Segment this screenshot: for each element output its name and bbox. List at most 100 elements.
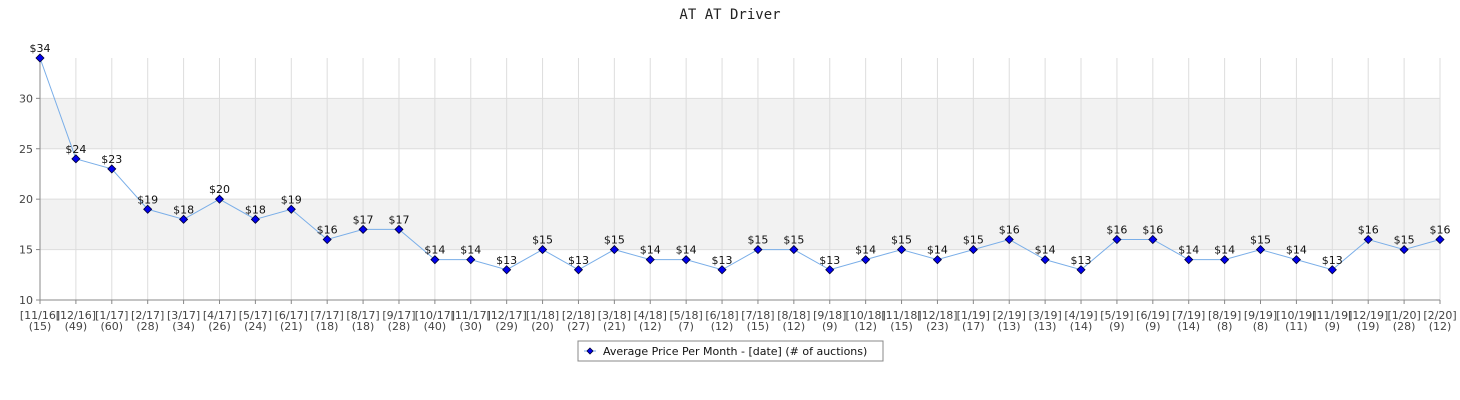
legend: Average Price Per Month - [date] (# of a… [577,340,884,362]
data-label: $15 [1394,234,1415,247]
data-point [645,255,655,265]
x-tick-label-date: [5/17] [239,309,272,322]
data-label: $19 [137,193,158,206]
x-tick-label-count: (27) [567,320,590,333]
data-point [861,255,871,265]
data-point [1076,265,1086,275]
data-label: $15 [783,234,804,247]
plot-grid [39,58,1441,301]
data-point [1327,265,1337,275]
plot-axes [39,54,1440,301]
x-tick-label-date: [11/19] [1312,309,1352,322]
data-label: $16 [1142,224,1163,237]
data-point [322,234,332,245]
data-label: $14 [1214,244,1235,257]
data-point [466,255,476,265]
x-tick-label-date: [11/17] [451,309,491,322]
y-tick-label: 15 [19,244,33,257]
x-tick-label-date: [2/20] [1423,309,1456,322]
x-tick-label-count: (13) [1034,320,1057,333]
x-tick-label-count: (28) [1393,320,1416,333]
x-tick-label-date: [5/19] [1100,309,1133,322]
x-tick-label-date: [5/18] [670,309,703,322]
x-tick-label-date: [3/19] [1028,309,1061,322]
x-tick-label-date: [3/18] [598,309,631,322]
data-label: $14 [640,244,661,257]
x-tick-label-date: [2/17] [131,309,164,322]
series-line [39,57,1441,271]
x-tick-label-date: [3/17] [167,309,200,322]
x-tick-label-date: [11/18] [881,309,921,322]
data-point [71,154,81,164]
x-tick-label-count: (8) [1217,320,1233,333]
data-point [394,224,404,234]
x-tick-label-count: (49) [65,320,88,333]
x-tick-label-count: (7) [678,320,694,333]
data-label: $13 [1071,254,1092,267]
x-tick-label-count: (23) [926,320,949,333]
x-tick-label-count: (24) [244,320,267,333]
data-point [143,204,153,214]
x-tick-label-count: (30) [459,320,482,333]
x-tick-label-count: (29) [495,320,518,333]
x-tick-label-date: [2/19] [993,309,1026,322]
x-tick-label-count: (40) [424,320,447,333]
x-tick-label-count: (21) [603,320,626,333]
data-point [753,245,763,255]
data-label: $15 [604,234,625,247]
data-point [107,164,117,174]
x-tick-label-date: [7/19] [1172,309,1205,322]
x-tick-label-date: [1/17] [95,309,128,322]
x-tick-label-count: (19) [1357,320,1380,333]
y-tick-label: 30 [19,92,33,105]
x-tick-label-count: (15) [29,320,52,333]
x-tick-label-date: [9/19] [1244,309,1277,322]
y-axis-ticks: 10 15 20 25 30 [19,92,40,307]
x-tick-label-count: (12) [639,320,662,333]
data-label: $34 [30,42,51,55]
data-label: $14 [1286,244,1307,257]
data-point [968,245,978,255]
x-tick-label-count: (15) [747,320,770,333]
x-tick-label-count: (18) [316,320,339,333]
x-tick-label-date: [7/18] [741,309,774,322]
data-label: $13 [819,254,840,267]
x-tick-label-count: (9) [1325,320,1341,333]
data-label: $24 [65,143,86,156]
data-point [1255,245,1266,255]
data-point [717,265,727,275]
x-tick-label-date: [6/17] [275,309,308,322]
data-label: $13 [568,254,589,267]
data-label: $13 [496,254,517,267]
x-tick-label-date: [8/17] [346,309,379,322]
x-tick-label-date: [10/19] [1276,309,1316,322]
data-label: $14 [460,244,481,257]
x-tick-label-count: (34) [172,320,195,333]
data-point [1148,234,1158,245]
data-label: $20 [209,183,230,196]
data-label: $13 [1322,254,1343,267]
data-label: $23 [101,153,122,166]
data-point [825,265,835,275]
x-tick-label-date: [8/18] [777,309,810,322]
x-tick-label-date: [1/19] [957,309,990,322]
data-label: $16 [1430,224,1451,237]
data-point [609,245,619,255]
x-tick-label-date: [4/19] [1064,309,1097,322]
data-point [789,245,799,255]
x-tick-label-date: [6/19] [1136,309,1169,322]
data-label: $14 [855,244,876,257]
x-tick-label-date: [12/18] [917,309,957,322]
data-label: $14 [1178,244,1199,257]
data-label: $17 [353,213,374,226]
data-point [1363,234,1373,245]
data-label: $16 [999,224,1020,237]
x-tick-label-count: (17) [962,320,985,333]
x-tick-label-date: [12/17] [487,309,527,322]
x-tick-label-date: [12/16] [56,309,96,322]
x-tick-label-count: (11) [1285,320,1308,333]
legend-box [577,340,884,362]
x-tick-label-count: (12) [1429,320,1452,333]
data-point [179,214,189,224]
x-tick-label-date: [2/18] [562,309,595,322]
